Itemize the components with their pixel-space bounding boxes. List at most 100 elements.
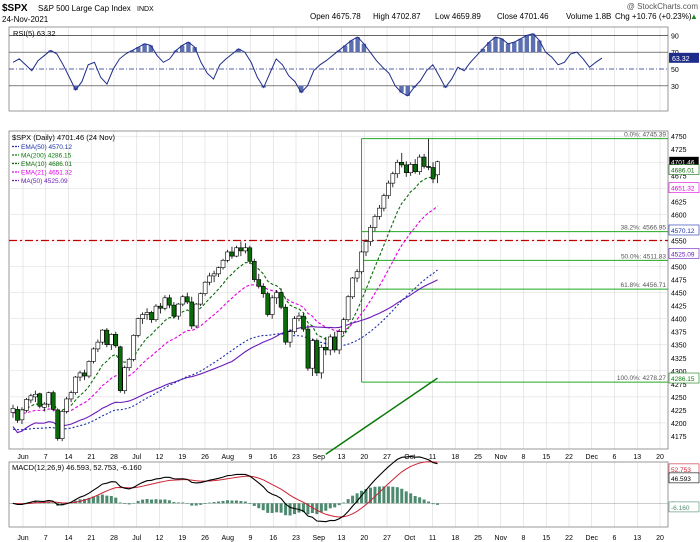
x-tick-label-mid: Aug bbox=[222, 454, 235, 461]
macd-hist-bar bbox=[51, 502, 55, 504]
macd-hist-bar bbox=[141, 499, 145, 504]
macd-hist-bar bbox=[360, 490, 364, 504]
rsi-extreme-fill bbox=[48, 33, 542, 96]
candle-body bbox=[176, 303, 181, 317]
candle-body bbox=[310, 340, 315, 369]
price-axis-ticks: 4175 4200 4225 4250 4275 4300 4325 4350 4375 4400… bbox=[9, 134, 687, 441]
candle-body bbox=[15, 409, 20, 421]
macd-hist-bar bbox=[431, 503, 435, 505]
candle-body bbox=[59, 411, 65, 439]
fib-level-label: 0.0%: 4745.39 bbox=[624, 132, 666, 139]
macd-hist-bar bbox=[257, 503, 261, 509]
macd-hist-bar bbox=[239, 501, 243, 504]
price-tick-label: 4300 bbox=[671, 369, 687, 376]
candle-body bbox=[158, 305, 163, 309]
candle-body bbox=[314, 340, 320, 374]
x-tick-label-mid: 13 bbox=[338, 454, 346, 461]
macd-hist-bar bbox=[167, 500, 171, 504]
macd-hist-bar bbox=[163, 499, 167, 504]
price-tick-label: 4400 bbox=[671, 317, 687, 324]
candle-body bbox=[256, 279, 262, 287]
candle-body bbox=[153, 305, 159, 321]
x-tick-label-bottom: Dec bbox=[586, 535, 599, 542]
x-tick-label-bottom: Aug bbox=[222, 535, 235, 542]
x-tick-label-bottom: 23 bbox=[292, 535, 300, 542]
x-tick-label-mid: 6 bbox=[613, 454, 617, 461]
low-value: Low 4659.89 bbox=[435, 12, 481, 21]
value-badge-label: 4286.15 bbox=[671, 376, 695, 383]
candle-body bbox=[86, 361, 92, 377]
macd-hist-bar bbox=[221, 500, 225, 504]
open-value: Open 4675.78 bbox=[310, 12, 361, 21]
price-tick-label: 4500 bbox=[671, 265, 687, 272]
macd-hist-bar bbox=[270, 503, 274, 513]
macd-hist-bar bbox=[373, 486, 377, 504]
price-title: $SPX (Daily) 4701.46 (24 Nov) bbox=[12, 133, 115, 142]
macd-hist-bar bbox=[355, 493, 359, 504]
macd-hist-bar bbox=[194, 503, 198, 506]
candle-body bbox=[417, 156, 422, 172]
macd-hist-bar bbox=[288, 503, 292, 516]
candle-body bbox=[95, 341, 101, 350]
candle-body bbox=[301, 315, 306, 330]
macd-hist-bar bbox=[404, 491, 408, 504]
macd-hist-bar bbox=[158, 499, 162, 504]
candle-body bbox=[399, 161, 405, 166]
macd-hist-bar bbox=[328, 503, 332, 509]
macd-hist-bar bbox=[132, 502, 136, 504]
x-tick-label-bottom: 9 bbox=[249, 535, 253, 542]
x-tick-label-mid: Sep bbox=[313, 454, 326, 461]
candle-body bbox=[180, 296, 186, 305]
x-tick-label-bottom: Jul bbox=[132, 535, 141, 542]
candle-body bbox=[247, 247, 253, 262]
close-value: Close 4701.46 bbox=[497, 12, 549, 21]
x-tick-label-mid: 11 bbox=[429, 454, 436, 461]
fib-level-label: 100.0%: 4278.27 bbox=[617, 375, 667, 382]
macd-value-label: -6.160 bbox=[671, 505, 690, 512]
x-tick-label-bottom: 28 bbox=[110, 535, 118, 542]
candle-body bbox=[171, 304, 177, 317]
price-panel-frame bbox=[8, 130, 669, 450]
x-tick-label-bottom: 12 bbox=[156, 535, 164, 542]
x-tick-label-bottom: 13 bbox=[633, 535, 641, 542]
legend-entry: MA(200) 4286.15 bbox=[21, 153, 72, 160]
candle-body bbox=[55, 409, 60, 439]
macd-hist-bar bbox=[145, 498, 149, 504]
price-tick-label: 4750 bbox=[671, 134, 687, 141]
value-badge bbox=[668, 164, 700, 175]
x-tick-label-mid: 28 bbox=[110, 454, 118, 461]
x-tick-label-mid: Oct bbox=[404, 454, 415, 461]
x-tick-label-mid: 9 bbox=[249, 454, 253, 461]
value-badge-label: 4686.01 bbox=[671, 168, 695, 175]
candle-body bbox=[109, 334, 114, 346]
macd-hist-bar bbox=[310, 503, 314, 514]
macd-hist-bar bbox=[47, 501, 51, 504]
high-value: High 4702.87 bbox=[373, 12, 421, 21]
candle-body bbox=[390, 173, 396, 184]
macd-hist-bar bbox=[176, 502, 180, 504]
x-tick-label-mid: 27 bbox=[383, 454, 391, 461]
value-badge-label: 4570.12 bbox=[671, 228, 695, 235]
macd-hist-bar bbox=[418, 497, 422, 504]
candle-body bbox=[296, 315, 302, 319]
candle-body bbox=[117, 346, 123, 391]
x-tick-label-mid: 15 bbox=[542, 454, 550, 461]
macd-hist-bar bbox=[109, 496, 113, 504]
macd-hist-bar bbox=[266, 503, 270, 513]
value-badge-label: 4651.32 bbox=[671, 186, 695, 193]
macd-hist-bar bbox=[261, 503, 265, 511]
x-tick-label-bottom: 22 bbox=[565, 535, 573, 542]
macd-hist-bar bbox=[185, 503, 189, 504]
price-tick-label: 4725 bbox=[671, 147, 687, 154]
candle-body bbox=[216, 267, 221, 275]
x-tick-label-bottom: Nov bbox=[495, 535, 508, 542]
exchange-label: INDX bbox=[137, 6, 154, 13]
candle-body bbox=[260, 286, 266, 294]
macd-hist-bar bbox=[346, 499, 350, 504]
candle-body bbox=[323, 347, 329, 351]
rsi-line bbox=[12, 33, 603, 97]
candle-body bbox=[113, 334, 119, 347]
candle-body bbox=[319, 347, 324, 374]
macd-value-badge bbox=[668, 472, 700, 484]
